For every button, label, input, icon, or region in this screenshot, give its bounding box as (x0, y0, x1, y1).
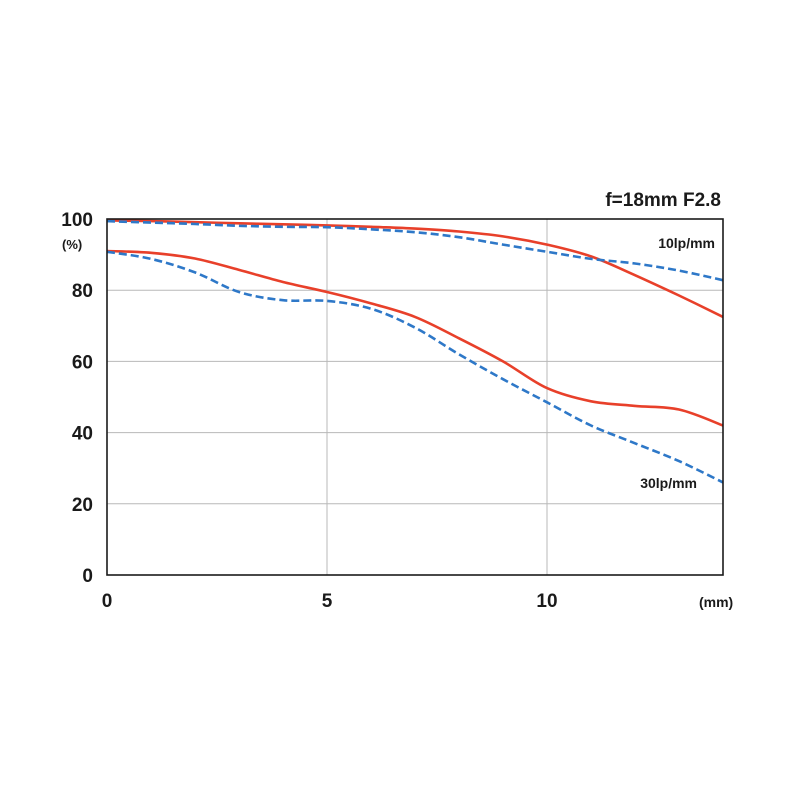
x-tick-label: 10 (536, 591, 557, 612)
x-tick-label: 0 (102, 591, 113, 612)
plot-frame (106, 218, 724, 576)
y-tick-label: 60 (72, 352, 93, 373)
series-line-30lpmm-solid (106, 249, 724, 427)
series-line-10lpmm-solid (106, 219, 724, 319)
annotation-30lpmm: 30lp/mm (640, 475, 697, 491)
series-line-10lpmm-dashed (106, 219, 724, 282)
y-tick-label: 100 (61, 210, 93, 231)
y-tick-label: 80 (72, 281, 93, 302)
y-unit-label: (%) (62, 237, 82, 252)
series-line-30lpmm-dashed (106, 250, 724, 484)
x-tick-label: 5 (322, 591, 333, 612)
tick-labels: 0 20 40 60 80 100 0 5 10 (61, 210, 557, 612)
x-unit-label: (mm) (699, 594, 733, 610)
y-tick-label: 0 (82, 566, 93, 587)
series-lines (106, 219, 724, 484)
chart-title: f=18mm F2.8 (605, 190, 721, 211)
y-tick-label: 40 (72, 424, 93, 445)
grid-lines (107, 219, 723, 575)
y-tick-label: 20 (72, 495, 93, 516)
annotation-10lpmm: 10lp/mm (658, 235, 715, 251)
